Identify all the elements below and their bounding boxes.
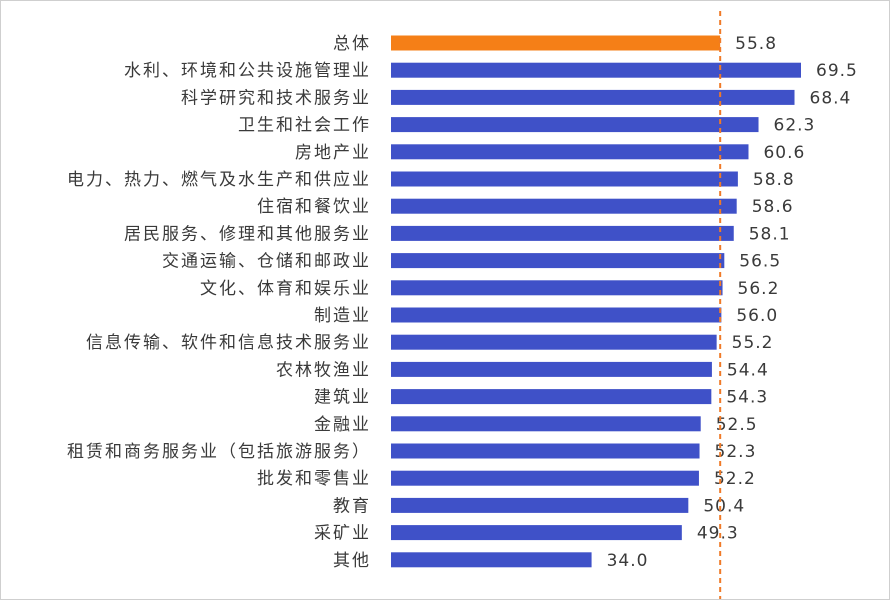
category-label: 建筑业 — [314, 388, 371, 408]
value-label: 60.6 — [763, 143, 805, 163]
category-label: 房地产业 — [295, 143, 371, 163]
value-label: 55.2 — [732, 333, 774, 353]
bar — [391, 253, 725, 269]
category-label: 住宿和餐饮业 — [257, 197, 371, 217]
bar — [391, 525, 682, 541]
value-label: 50.4 — [703, 496, 745, 516]
category-label: 其他 — [333, 551, 371, 571]
value-label: 52.5 — [716, 415, 758, 435]
bar — [391, 552, 592, 568]
category-label: 批发和零售业 — [257, 469, 371, 489]
value-label: 54.3 — [726, 388, 768, 408]
value-label: 58.1 — [749, 224, 791, 244]
bar — [391, 470, 699, 486]
value-label: 56.0 — [736, 306, 778, 326]
category-label: 制造业 — [314, 306, 371, 326]
bar — [391, 416, 701, 432]
category-label: 居民服务、修理和其他服务业 — [124, 224, 371, 244]
value-label: 49.3 — [697, 524, 739, 544]
category-label: 交通运输、仓储和邮政业 — [162, 252, 371, 272]
value-label: 56.2 — [738, 279, 780, 299]
value-label: 58.6 — [752, 197, 794, 217]
category-labels: 总体水利、环境和公共设施管理业科学研究和技术服务业卫生和社会工作房地产业电力、热… — [67, 34, 371, 571]
category-label: 卫生和社会工作 — [238, 116, 371, 136]
category-label: 教育 — [333, 496, 371, 516]
value-label: 68.4 — [810, 88, 852, 108]
value-label: 62.3 — [774, 116, 816, 136]
category-label: 科学研究和技术服务业 — [181, 88, 371, 108]
category-label: 金融业 — [314, 415, 371, 435]
bar — [391, 117, 759, 133]
bar — [391, 144, 749, 160]
bar — [391, 307, 722, 323]
category-label: 采矿业 — [314, 524, 371, 544]
bar-overall — [391, 35, 721, 51]
value-labels: 55.8 69.5 68.4 62.3 60.6 58.8 58.6 58.1 56.5 56.2… — [607, 34, 858, 571]
value-label: 34.0 — [607, 551, 649, 571]
bar — [391, 171, 738, 187]
bar — [391, 443, 700, 459]
value-label: 69.5 — [816, 61, 858, 81]
category-label: 文化、体育和娱乐业 — [200, 279, 371, 299]
bar — [391, 389, 712, 405]
bar — [391, 198, 737, 214]
bar — [391, 497, 689, 513]
bar — [391, 334, 717, 350]
value-label: 52.3 — [715, 442, 757, 462]
bars — [391, 35, 801, 568]
bar — [391, 361, 712, 377]
bar — [391, 89, 795, 105]
category-label: 信息传输、软件和信息技术服务业 — [86, 333, 371, 353]
category-label: 电力、热力、燃气及水生产和供应业 — [67, 170, 371, 190]
bar — [391, 62, 801, 78]
category-label: 水利、环境和公共设施管理业 — [124, 61, 371, 81]
category-label: 租赁和商务服务业（包括旅游服务） — [67, 442, 371, 462]
value-label: 56.5 — [739, 252, 781, 272]
value-label: 54.4 — [727, 360, 769, 380]
value-label: 55.8 — [735, 34, 777, 54]
value-label: 58.8 — [753, 170, 795, 190]
value-label: 52.2 — [714, 469, 756, 489]
category-label: 农林牧渔业 — [276, 360, 371, 380]
category-label: 总体 — [333, 34, 371, 54]
bar — [391, 225, 734, 241]
bar — [391, 280, 723, 296]
